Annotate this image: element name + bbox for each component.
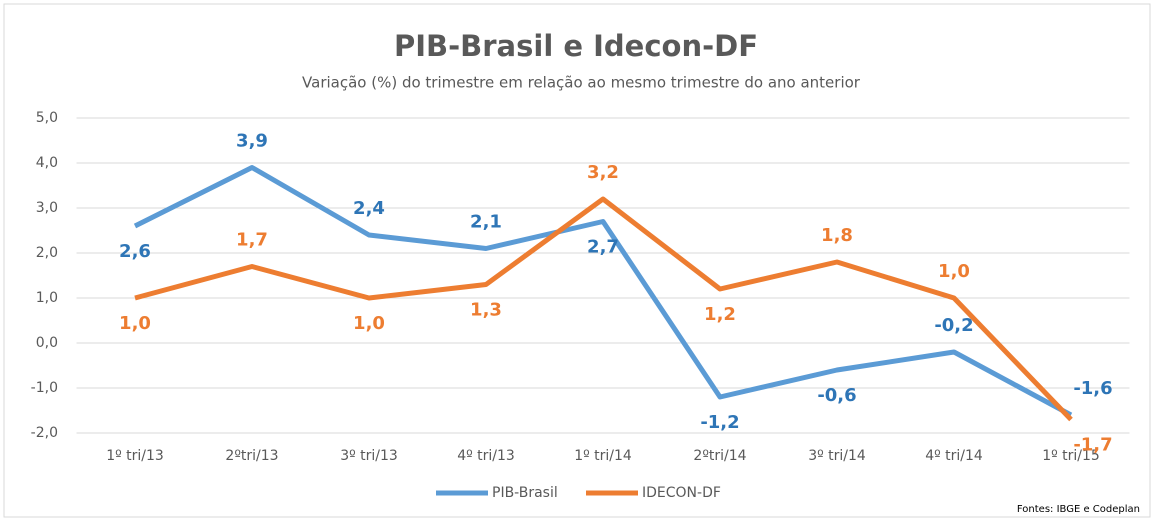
chart-frame: [3, 3, 1151, 518]
series-line: [134, 196, 1073, 422]
data-label: -0,6: [817, 385, 856, 406]
y-tick-label: 0,0: [36, 335, 58, 351]
data-label: 2,4: [353, 198, 385, 219]
y-tick-label: -1,0: [31, 380, 58, 396]
x-tick-label: 2ºtri/13: [225, 448, 278, 464]
data-label: 1,7: [236, 230, 268, 251]
data-label: 1,0: [353, 313, 385, 334]
data-label: 1,0: [119, 313, 151, 334]
y-tick-label: 2,0: [36, 245, 58, 261]
series-line: [133, 165, 1073, 418]
y-tick-label: -2,0: [31, 425, 58, 441]
y-tick-label: 1,0: [36, 290, 58, 306]
x-tick-label: 1º tri/13: [106, 448, 164, 464]
x-tick-label: 1º tri/15: [1042, 448, 1100, 464]
x-tick-label: 1º tri/14: [574, 448, 632, 464]
y-tick-label: 4,0: [36, 155, 58, 171]
x-tick-label: 4º tri/14: [925, 448, 983, 464]
legend-label: PIB-Brasil: [492, 485, 558, 501]
data-label: 1,8: [821, 225, 853, 246]
data-label: 3,2: [587, 162, 619, 183]
data-label: -0,2: [934, 315, 973, 336]
data-label: 1,0: [938, 261, 970, 282]
data-label: 2,1: [470, 212, 502, 233]
legend-label: IDECON-DF: [642, 485, 721, 501]
chart-subtitle: Variação (%) do trimestre em relação ao …: [302, 74, 861, 92]
y-tick-label: 5,0: [36, 110, 58, 126]
x-tick-label: 3º tri/13: [340, 448, 398, 464]
chart-title: PIB-Brasil e Idecon-DF: [394, 29, 758, 63]
data-label: 2,6: [119, 241, 151, 262]
source-note: Fontes: IBGE e Codeplan: [1017, 504, 1140, 515]
data-label: 3,9: [236, 131, 268, 152]
y-tick-label: 3,0: [36, 200, 58, 216]
x-tick-label: 3º tri/14: [808, 448, 866, 464]
data-label: 1,3: [470, 300, 502, 321]
data-label: -1,6: [1073, 378, 1112, 399]
x-tick-label: 2ºtri/14: [693, 448, 746, 464]
data-label: -1,7: [1073, 435, 1112, 456]
data-label: 1,2: [704, 304, 736, 325]
x-tick-label: 4º tri/13: [457, 448, 515, 464]
data-label: -1,2: [700, 412, 739, 433]
data-label: 2,7: [587, 237, 619, 258]
